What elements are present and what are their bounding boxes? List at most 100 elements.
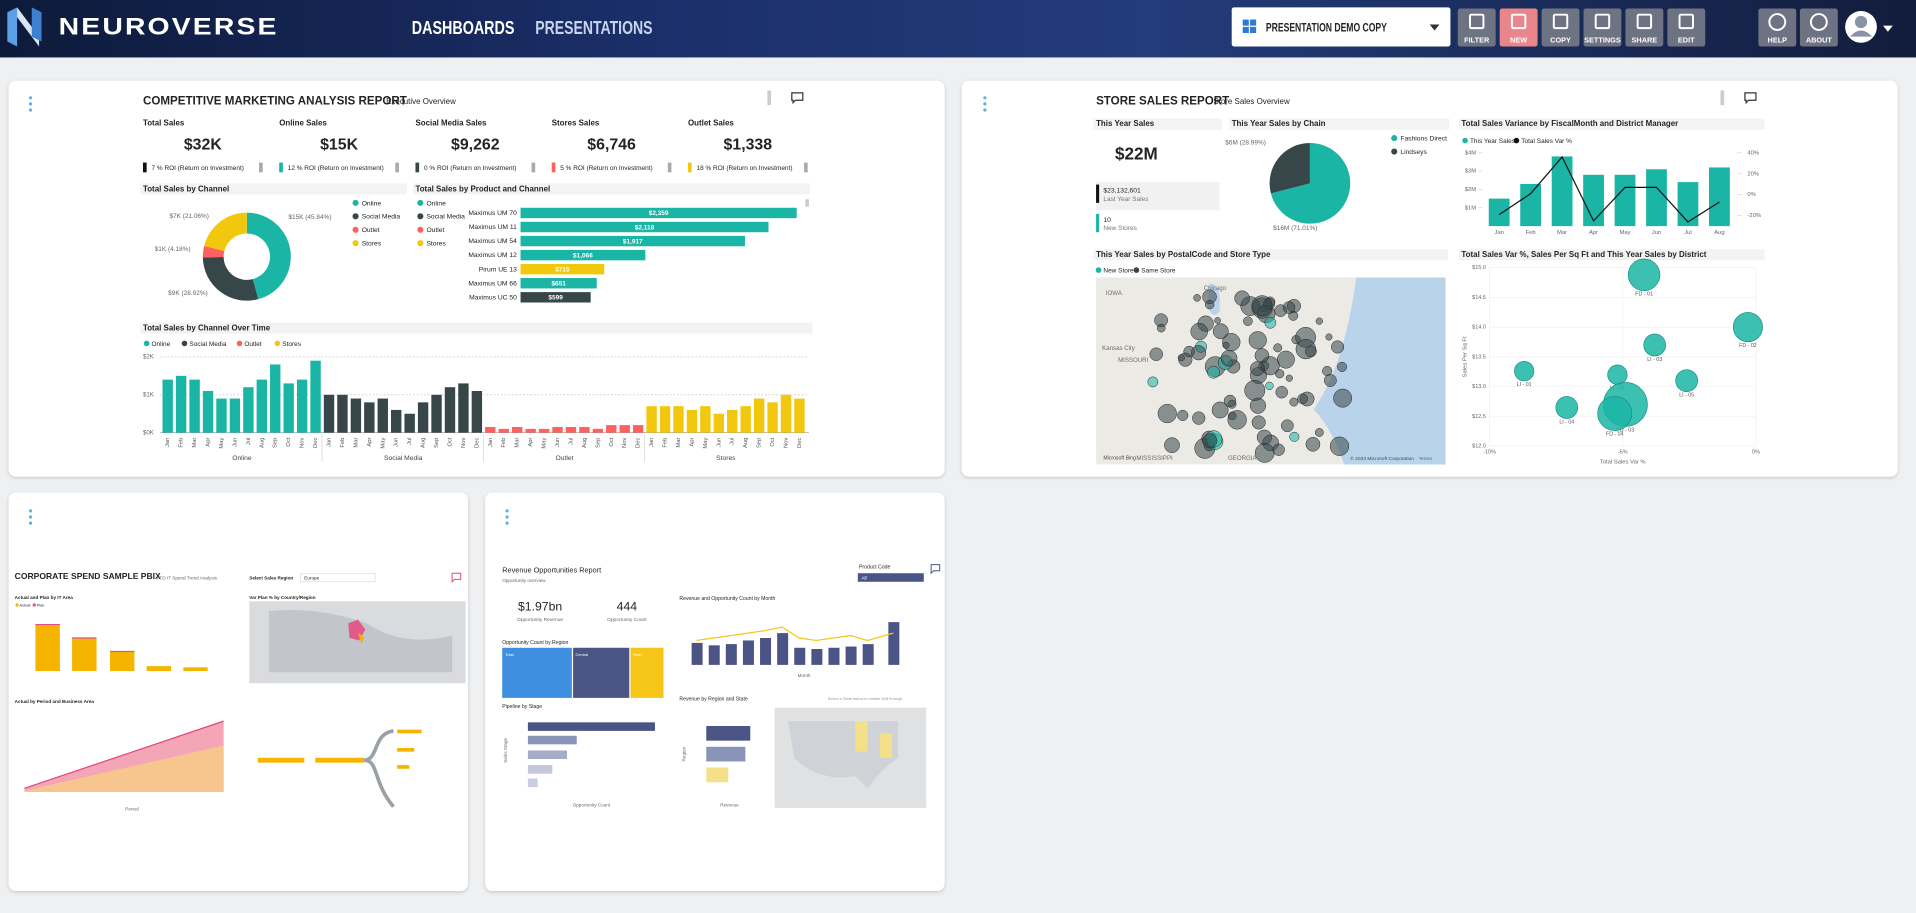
category-label: Maximus UM 11: [469, 224, 517, 231]
report-subtitle: YTD IT Spend Trend Analysis: [156, 575, 217, 580]
help-button[interactable]: [1799, 8, 1838, 47]
nav-link[interactable]: PRESENTATIONS: [535, 17, 652, 38]
bar: [256, 379, 267, 433]
section-title: This Year Sales by Chain: [1232, 119, 1326, 128]
bar: [162, 379, 173, 433]
avatar[interactable]: [1845, 11, 1893, 43]
month-label: Jan: [649, 438, 655, 447]
bar: [592, 428, 604, 433]
month-label: Mar: [676, 438, 682, 448]
legend-label: Online: [362, 200, 382, 207]
map-bubble: [1254, 443, 1275, 463]
help-button[interactable]: [1758, 8, 1797, 47]
kpi-label: Social Media Sales: [415, 119, 487, 128]
bar-label: $1,066: [573, 252, 593, 259]
map-bubble: [1156, 323, 1166, 333]
filter-box[interactable]: [857, 573, 924, 582]
bar: [780, 394, 792, 433]
bar: [485, 426, 496, 433]
month-label: Jul: [730, 438, 736, 446]
place-label: IOWA: [1106, 290, 1123, 297]
bubble-label: LI - 03: [1647, 357, 1662, 363]
bar: [431, 394, 442, 433]
bar: [794, 398, 805, 433]
legend-label: Outlet: [426, 227, 444, 234]
card-icons[interactable]: [28, 90, 1757, 525]
section-title: This Year Sales: [1096, 119, 1155, 128]
tool-icon: [1469, 13, 1485, 30]
y-axis-title: Sales Per Sq Ft: [1463, 336, 1469, 377]
tool-icon: [1510, 13, 1527, 30]
pie-label: $6M (28.99%): [1225, 140, 1266, 147]
x-tick-label: Mar: [1557, 230, 1567, 236]
month-label: Nov: [461, 437, 467, 447]
kpi-box: [1096, 182, 1220, 211]
axis-title: Sales Stage: [503, 738, 508, 763]
bar: [538, 428, 550, 433]
y-tick-label: $15.0: [1472, 265, 1486, 271]
tool-label: EDIT: [1678, 35, 1695, 44]
category-label: Maximus UM 54: [468, 238, 517, 245]
map-bubble: [1315, 317, 1323, 325]
filter-box[interactable]: [300, 572, 376, 583]
month-label: Apr: [206, 438, 212, 447]
nav-link[interactable]: DASHBOARDS: [412, 17, 515, 38]
bar: [619, 425, 630, 433]
map-bubble: [1295, 338, 1316, 360]
map-bubble: [1251, 295, 1273, 317]
map-bubble: [1273, 343, 1283, 353]
bubble-label: FD - 01: [1635, 292, 1653, 298]
legend-label: Outlet: [362, 227, 380, 234]
pie-slice: [1270, 143, 1351, 224]
filter-label: Select Sales Region: [249, 575, 293, 580]
tool-icon: [1678, 13, 1694, 30]
report-title: STORE SALES REPORT: [1096, 95, 1229, 108]
month-label: Jan: [165, 438, 171, 447]
bubble-label: LI - 05: [1679, 393, 1694, 399]
map-bubble: [1227, 410, 1247, 430]
y-tick-label: $2K: [143, 353, 154, 360]
kpi-marker: [551, 162, 556, 173]
bar: [579, 426, 590, 433]
bar: [471, 390, 483, 433]
month-label: Dec: [636, 437, 642, 447]
bar: [1614, 174, 1636, 227]
bar: [713, 413, 724, 433]
help-icon: [1768, 13, 1787, 31]
map-bubble: [1305, 436, 1321, 452]
x-tick-label: -10%: [1483, 450, 1496, 456]
bar: [686, 409, 698, 433]
bar: [1520, 183, 1542, 227]
bar: [175, 375, 187, 433]
month-label: Aug: [421, 438, 427, 448]
tool-label: COPY: [1550, 35, 1571, 44]
map-bubble: [1211, 401, 1229, 419]
month-label: Jun: [394, 438, 400, 447]
y-tick-label: $1M: [1465, 205, 1477, 211]
legend-label: Stores: [362, 241, 382, 248]
legend-label: Actual: [20, 603, 31, 608]
x-tick-label: Aug: [1714, 230, 1724, 236]
x-tick-label: May: [1619, 230, 1630, 236]
bubble: [1643, 333, 1667, 357]
bar: [520, 221, 769, 233]
legend-dot: [32, 603, 36, 607]
map-bubble: [1244, 380, 1266, 401]
report-subtitle: Store Sales Overview: [1213, 97, 1290, 106]
kpi-value: $22M: [1115, 145, 1158, 164]
month-label: Feb: [501, 437, 507, 448]
legend-dot: [352, 226, 359, 233]
legend-dot: [1462, 137, 1468, 144]
tool-label: NEW: [1510, 35, 1527, 44]
legend-dot: [1391, 135, 1398, 142]
map-bubble: [1323, 374, 1337, 387]
bar: [753, 398, 765, 433]
month-label: Mar: [192, 438, 198, 448]
presentation-select[interactable]: [1231, 7, 1451, 47]
y-tick-label: $13.5: [1472, 354, 1486, 360]
x-axis-title: Total Sales Var %: [1600, 460, 1646, 466]
tool-label: FILTER: [1464, 35, 1490, 44]
donut-label: $9K (28.92%): [168, 290, 208, 297]
bar: [520, 235, 745, 247]
kpi-marker: [1096, 184, 1100, 203]
